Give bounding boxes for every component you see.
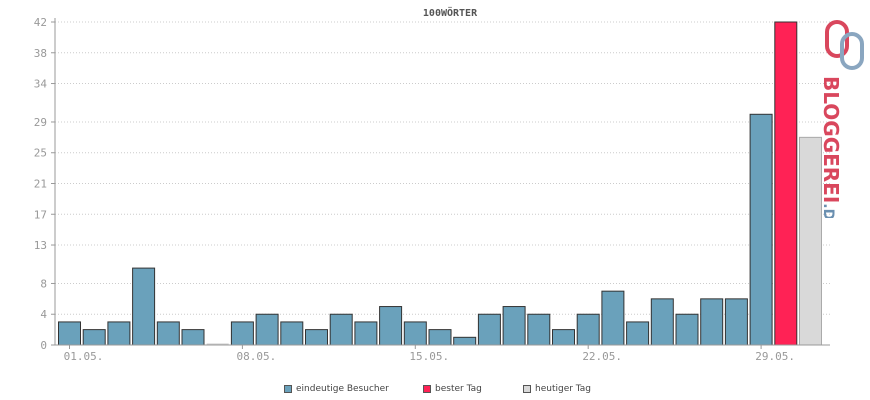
- bar-eindeutige-besucher: [156, 321, 180, 346]
- bar-eindeutige-besucher: [552, 329, 575, 346]
- y-tick-label: 42: [34, 16, 47, 29]
- bar-eindeutige-besucher: [749, 113, 773, 346]
- legend-label-best-day: bester Tag: [435, 384, 482, 394]
- legend-item-visitors: eindeutige Besucher: [284, 384, 389, 394]
- y-tick-label: 17: [34, 208, 47, 221]
- bar-eindeutige-besucher: [576, 313, 600, 346]
- y-tick-label: 38: [34, 47, 47, 60]
- bar-eindeutige-besucher: [354, 321, 378, 346]
- bar-eindeutige-besucher: [527, 313, 551, 346]
- bar-eindeutige-besucher: [650, 298, 674, 346]
- bar-eindeutige-besucher: [428, 329, 452, 346]
- legend-item-best-day: bester Tag: [423, 384, 482, 394]
- legend-swatch-best-day: [423, 385, 431, 393]
- bar-eindeutige-besucher: [601, 290, 625, 346]
- legend: eindeutige Besucher bester Tag heutiger …: [0, 384, 870, 398]
- legend-label-visitors: eindeutige Besucher: [296, 384, 389, 394]
- bar-eindeutige-besucher: [329, 313, 353, 346]
- svg-text:BLOGGEREI.DE: BLOGGEREI.DE: [819, 76, 843, 218]
- bar-eindeutige-besucher: [255, 313, 279, 346]
- legend-swatch-visitors: [284, 385, 292, 393]
- bar-eindeutige-besucher: [132, 267, 156, 346]
- bar-eindeutige-besucher: [379, 306, 403, 346]
- bar-eindeutige-besucher: [453, 336, 477, 346]
- bar-eindeutige-besucher: [626, 321, 650, 346]
- bar-eindeutige-besucher: [58, 321, 81, 346]
- bar-eindeutige-besucher: [403, 321, 427, 346]
- bar-eindeutige-besucher: [477, 313, 501, 346]
- x-tick-labels: 01.05. 08.05. 15.05. 22.05. 29.05.: [64, 345, 795, 363]
- y-tick-label: 0: [40, 339, 47, 352]
- y-tick-label: 29: [34, 116, 47, 129]
- bar-eindeutige-besucher: [280, 321, 304, 346]
- x-tick-label: 15.05.: [409, 350, 449, 363]
- x-tick-label: 22.05.: [582, 350, 622, 363]
- y-tick-label: 13: [34, 239, 47, 252]
- y-tick-labels: 0 4 8 13 17 21 25 29 34 38 42: [34, 16, 48, 352]
- grid-lines: [51, 21, 830, 346]
- x-tick-label: 08.05.: [237, 350, 277, 363]
- bar-eindeutige-besucher: [107, 321, 131, 346]
- legend-swatch-today: [523, 385, 531, 393]
- x-tick-label: 29.05.: [755, 350, 795, 363]
- bar-eindeutige-besucher: [502, 306, 526, 346]
- bar-bester-tag: [774, 21, 798, 346]
- y-tick-label: 21: [34, 178, 47, 191]
- bar-eindeutige-besucher: [724, 298, 748, 346]
- bar-eindeutige-besucher: [675, 313, 699, 346]
- bar-eindeutige-besucher: [181, 329, 205, 346]
- y-tick-label: 4: [40, 308, 47, 321]
- y-tick-label: 34: [34, 78, 48, 91]
- legend-label-today: heutiger Tag: [535, 384, 592, 394]
- y-tick-label: 8: [40, 277, 47, 290]
- bars: [58, 21, 822, 346]
- bloggerei-logo: BLOGGEREI.DE: [815, 18, 867, 230]
- x-tick-label: 01.05.: [64, 350, 104, 363]
- legend-item-today: heutiger Tag: [523, 384, 591, 394]
- bar-eindeutige-besucher: [700, 298, 724, 346]
- y-tick-label: 25: [34, 147, 47, 160]
- bar-eindeutige-besucher: [230, 321, 254, 346]
- logo-icon: BLOGGEREI.DE: [819, 20, 864, 230]
- chart-title: 100WÖRTER: [423, 5, 478, 19]
- bar-eindeutige-besucher: [82, 329, 106, 346]
- bar-eindeutige-besucher: [305, 329, 328, 346]
- axes: [54, 18, 830, 346]
